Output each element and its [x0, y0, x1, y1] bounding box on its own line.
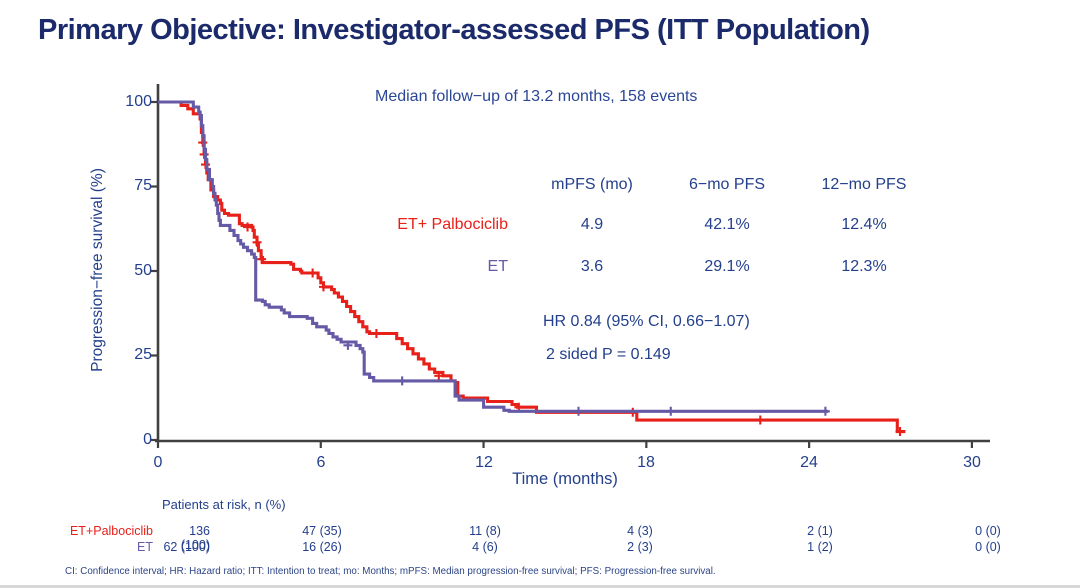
- risk-cell: 1 (2): [807, 540, 833, 554]
- x-tick-6: 6: [316, 454, 326, 471]
- risk-cell: 62 (100): [163, 540, 210, 554]
- p-value-text: 2 sided P = 0.149: [546, 346, 671, 363]
- censor-mark: [434, 371, 444, 381]
- median-followup-annotation: Median follow−up of 13.2 months, 158 eve…: [375, 88, 698, 105]
- legend-et-palbociclib: ET+ Palbociclib: [397, 216, 508, 233]
- x-tick-24: 24: [800, 454, 818, 471]
- censor-mark: [895, 427, 905, 437]
- x-tick-30: 30: [963, 454, 981, 471]
- hazard-ratio-text: HR 0.84 (95% CI, 0.66−1.07): [543, 313, 750, 330]
- stat-header-6mo: 6−mo PFS: [688, 176, 766, 193]
- censor-mark: [820, 406, 830, 416]
- risk-cell: 11 (8): [469, 524, 501, 538]
- y-tick-100: 100: [125, 93, 152, 110]
- risk-table-header: Patients at risk, n (%): [162, 497, 286, 512]
- stat-mpfs-palbo: 4.9: [580, 216, 604, 233]
- risk-cell: 2 (1): [807, 524, 833, 538]
- censor-mark: [755, 415, 765, 425]
- censor-mark: [252, 237, 262, 247]
- stat-header-mpfs: mPFS (mo): [551, 176, 633, 193]
- y-tick-0: 0: [143, 431, 152, 448]
- risk-cell: 0 (0): [975, 540, 1001, 554]
- risk-cell: 136 (100): [180, 524, 210, 552]
- censor-mark: [318, 282, 328, 292]
- risk-row-label-et: ET: [137, 540, 153, 554]
- x-tick-12: 12: [475, 454, 493, 471]
- km-curve-et: [158, 100, 830, 416]
- censor-mark: [666, 406, 676, 416]
- axes: [150, 84, 990, 448]
- risk-cell: 2 (3): [627, 540, 653, 554]
- y-tick-75: 75: [134, 177, 152, 194]
- stat-header-12mo: 12−mo PFS: [821, 176, 907, 193]
- censor-mark: [343, 340, 353, 350]
- stat-6mo-et: 29.1%: [704, 258, 750, 275]
- stat-6mo-palbo: 42.1%: [704, 216, 750, 233]
- x-axis-label: Time (months): [512, 470, 618, 488]
- censor-mark: [257, 254, 267, 264]
- stat-mpfs-et: 3.6: [580, 258, 604, 275]
- risk-cell: 16 (26): [302, 540, 342, 554]
- censor-mark: [371, 329, 381, 339]
- page-title: Primary Objective: Investigator-assessed…: [38, 14, 870, 46]
- y-tick-25: 25: [134, 346, 152, 363]
- abbreviations-footnote: CI: Confidence interval; HR: Hazard rati…: [65, 566, 716, 577]
- x-tick-18: 18: [637, 454, 655, 471]
- risk-cell: 47 (35): [302, 524, 342, 538]
- censor-mark: [243, 222, 253, 232]
- risk-cell: 0 (0): [975, 524, 1001, 538]
- censor-mark: [308, 268, 318, 278]
- risk-cell: 4 (6): [472, 540, 498, 554]
- risk-row-label-palbo: ET+Palbociclib: [69, 524, 153, 538]
- stat-12mo-et: 12.3%: [841, 258, 887, 275]
- stat-12mo-palbo: 12.4%: [841, 216, 887, 233]
- legend-et: ET: [487, 258, 508, 275]
- risk-cell: 4 (3): [627, 524, 653, 538]
- x-tick-0: 0: [153, 454, 163, 471]
- censor-mark: [397, 376, 407, 386]
- censor-mark: [574, 406, 584, 416]
- y-tick-50: 50: [134, 262, 152, 279]
